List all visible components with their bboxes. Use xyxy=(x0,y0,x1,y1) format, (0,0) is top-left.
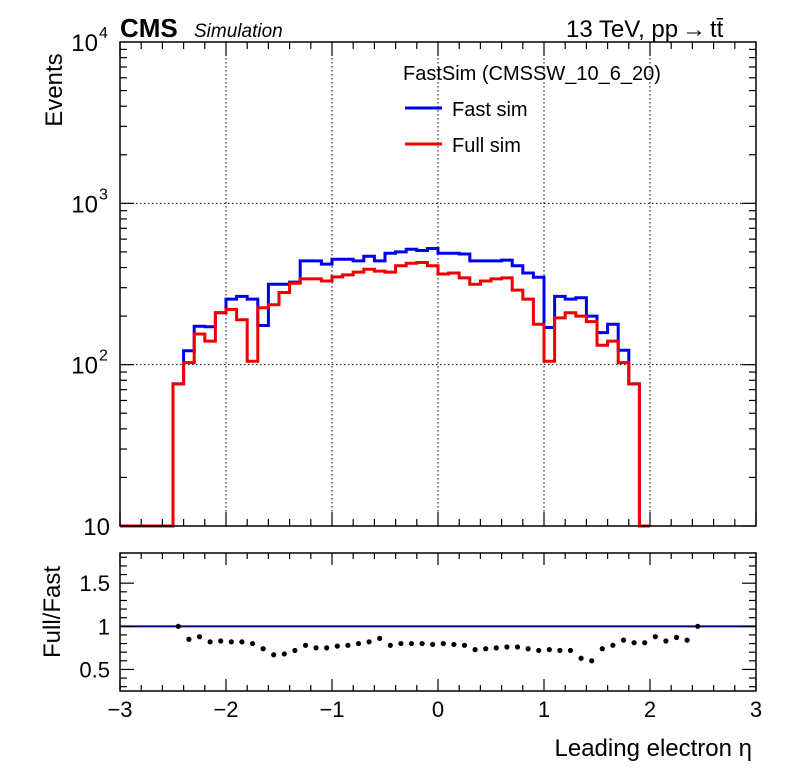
series-line-fast-sim xyxy=(120,247,650,528)
ratio-point xyxy=(324,645,330,651)
ratio-point xyxy=(663,638,669,644)
y-tick-label-main: 10 xyxy=(83,514,110,541)
ratio-point xyxy=(440,640,446,647)
ratio-point xyxy=(525,646,531,652)
ratio-point xyxy=(695,623,701,629)
ratio-point xyxy=(408,640,415,647)
main-y-axis-label: Events xyxy=(41,53,68,126)
ratio-point xyxy=(366,639,372,645)
ratio-point xyxy=(334,643,340,649)
ratio-ticks xyxy=(119,553,757,691)
x-tick-label: −1 xyxy=(319,697,344,722)
y-tick-label-main: 10 xyxy=(71,30,98,57)
ratio-point xyxy=(271,652,277,658)
ratio-point xyxy=(313,645,319,651)
main-histograms xyxy=(120,247,650,528)
ratio-point xyxy=(419,640,425,647)
ratio-point xyxy=(610,642,616,648)
x-axis-label: Leading electron η xyxy=(555,735,752,762)
y-tick-label-ratio: 1.5 xyxy=(79,571,110,596)
y-tick-label-exponent: 2 xyxy=(99,348,108,365)
y-tick-label-ratio: 0.5 xyxy=(79,657,110,682)
ratio-point xyxy=(377,635,383,641)
series-line-full-sim xyxy=(120,261,650,528)
y-tick-label-main: 10 xyxy=(71,353,98,380)
ratio-content xyxy=(120,623,756,664)
legend: FastSim (CMSSW_10_6_20) Fast sim Full si… xyxy=(403,63,661,157)
ratio-y-tick-labels: 0.5 1 1.5 xyxy=(79,571,110,682)
ratio-point xyxy=(196,634,203,640)
x-tick-label: 1 xyxy=(538,697,550,722)
ratio-point xyxy=(599,646,605,652)
ratio-point xyxy=(430,641,436,648)
ratio-point xyxy=(451,641,457,648)
ratio-point xyxy=(175,623,181,629)
ratio-point xyxy=(652,634,658,640)
main-ticks xyxy=(119,42,757,527)
ratio-y-axis-label: Full/Fast xyxy=(39,566,66,658)
x-tick-label: 3 xyxy=(750,697,762,722)
ratio-point xyxy=(514,644,521,650)
ratio-point xyxy=(345,642,351,648)
ratio-point xyxy=(631,640,637,646)
legend-label-fast-sim: Fast sim xyxy=(452,99,528,121)
ratio-point xyxy=(186,636,192,642)
legend-label-full-sim: Full sim xyxy=(452,135,521,157)
ratio-point xyxy=(355,640,362,647)
ratio-point xyxy=(260,646,266,652)
ratio-point xyxy=(207,639,213,645)
main-grid xyxy=(120,42,756,526)
ratio-point xyxy=(472,647,478,653)
ratio-point xyxy=(536,647,542,654)
ratio-point xyxy=(302,642,309,648)
ratio-point xyxy=(567,647,574,654)
ratio-panel: 0.5 1 1.5 −3 −2 −1 0 1 2 3 Full/Fast Leading ele… xyxy=(39,552,762,762)
ratio-point xyxy=(218,638,224,644)
ratio-point xyxy=(493,645,499,651)
energy-label: 13 TeV, pp xyxy=(566,16,678,43)
ratio-point xyxy=(578,655,584,661)
ratio-point xyxy=(228,639,234,645)
ratio-point xyxy=(281,651,287,657)
ratio-point xyxy=(292,647,298,654)
ratio-point xyxy=(504,644,510,650)
ratio-point xyxy=(398,640,404,647)
ratio-point xyxy=(546,647,552,653)
x-tick-label: −3 xyxy=(107,697,132,722)
x-tick-label: −2 xyxy=(213,697,238,722)
process-label: tt̄ xyxy=(710,16,724,43)
simulation-label: Simulation xyxy=(194,21,283,42)
y-tick-label-exponent: 3 xyxy=(99,186,108,203)
legend-title: FastSim (CMSSW_10_6_20) xyxy=(403,63,661,85)
x-tick-label: 2 xyxy=(644,697,656,722)
y-tick-label-ratio: 1 xyxy=(98,614,110,639)
y-tick-label-main: 10 xyxy=(71,191,98,218)
ratio-point xyxy=(239,639,245,645)
ratio-point xyxy=(684,637,690,643)
ratio-point xyxy=(642,640,648,646)
x-tick-labels: −3 −2 −1 0 1 2 3 xyxy=(107,697,762,722)
ratio-point xyxy=(620,637,627,643)
ratio-point xyxy=(387,642,393,648)
ratio-point xyxy=(249,640,256,647)
ratio-point xyxy=(557,647,563,654)
x-tick-label: 0 xyxy=(432,697,444,722)
process-arrow: → xyxy=(682,16,706,43)
ratio-point xyxy=(673,634,680,641)
ratio-point xyxy=(589,658,595,664)
cms-label: CMS xyxy=(120,13,178,43)
ratio-point xyxy=(461,642,468,648)
ratio-frame xyxy=(119,552,757,692)
y-tick-label-exponent: 4 xyxy=(99,25,108,42)
ratio-point xyxy=(483,646,489,652)
